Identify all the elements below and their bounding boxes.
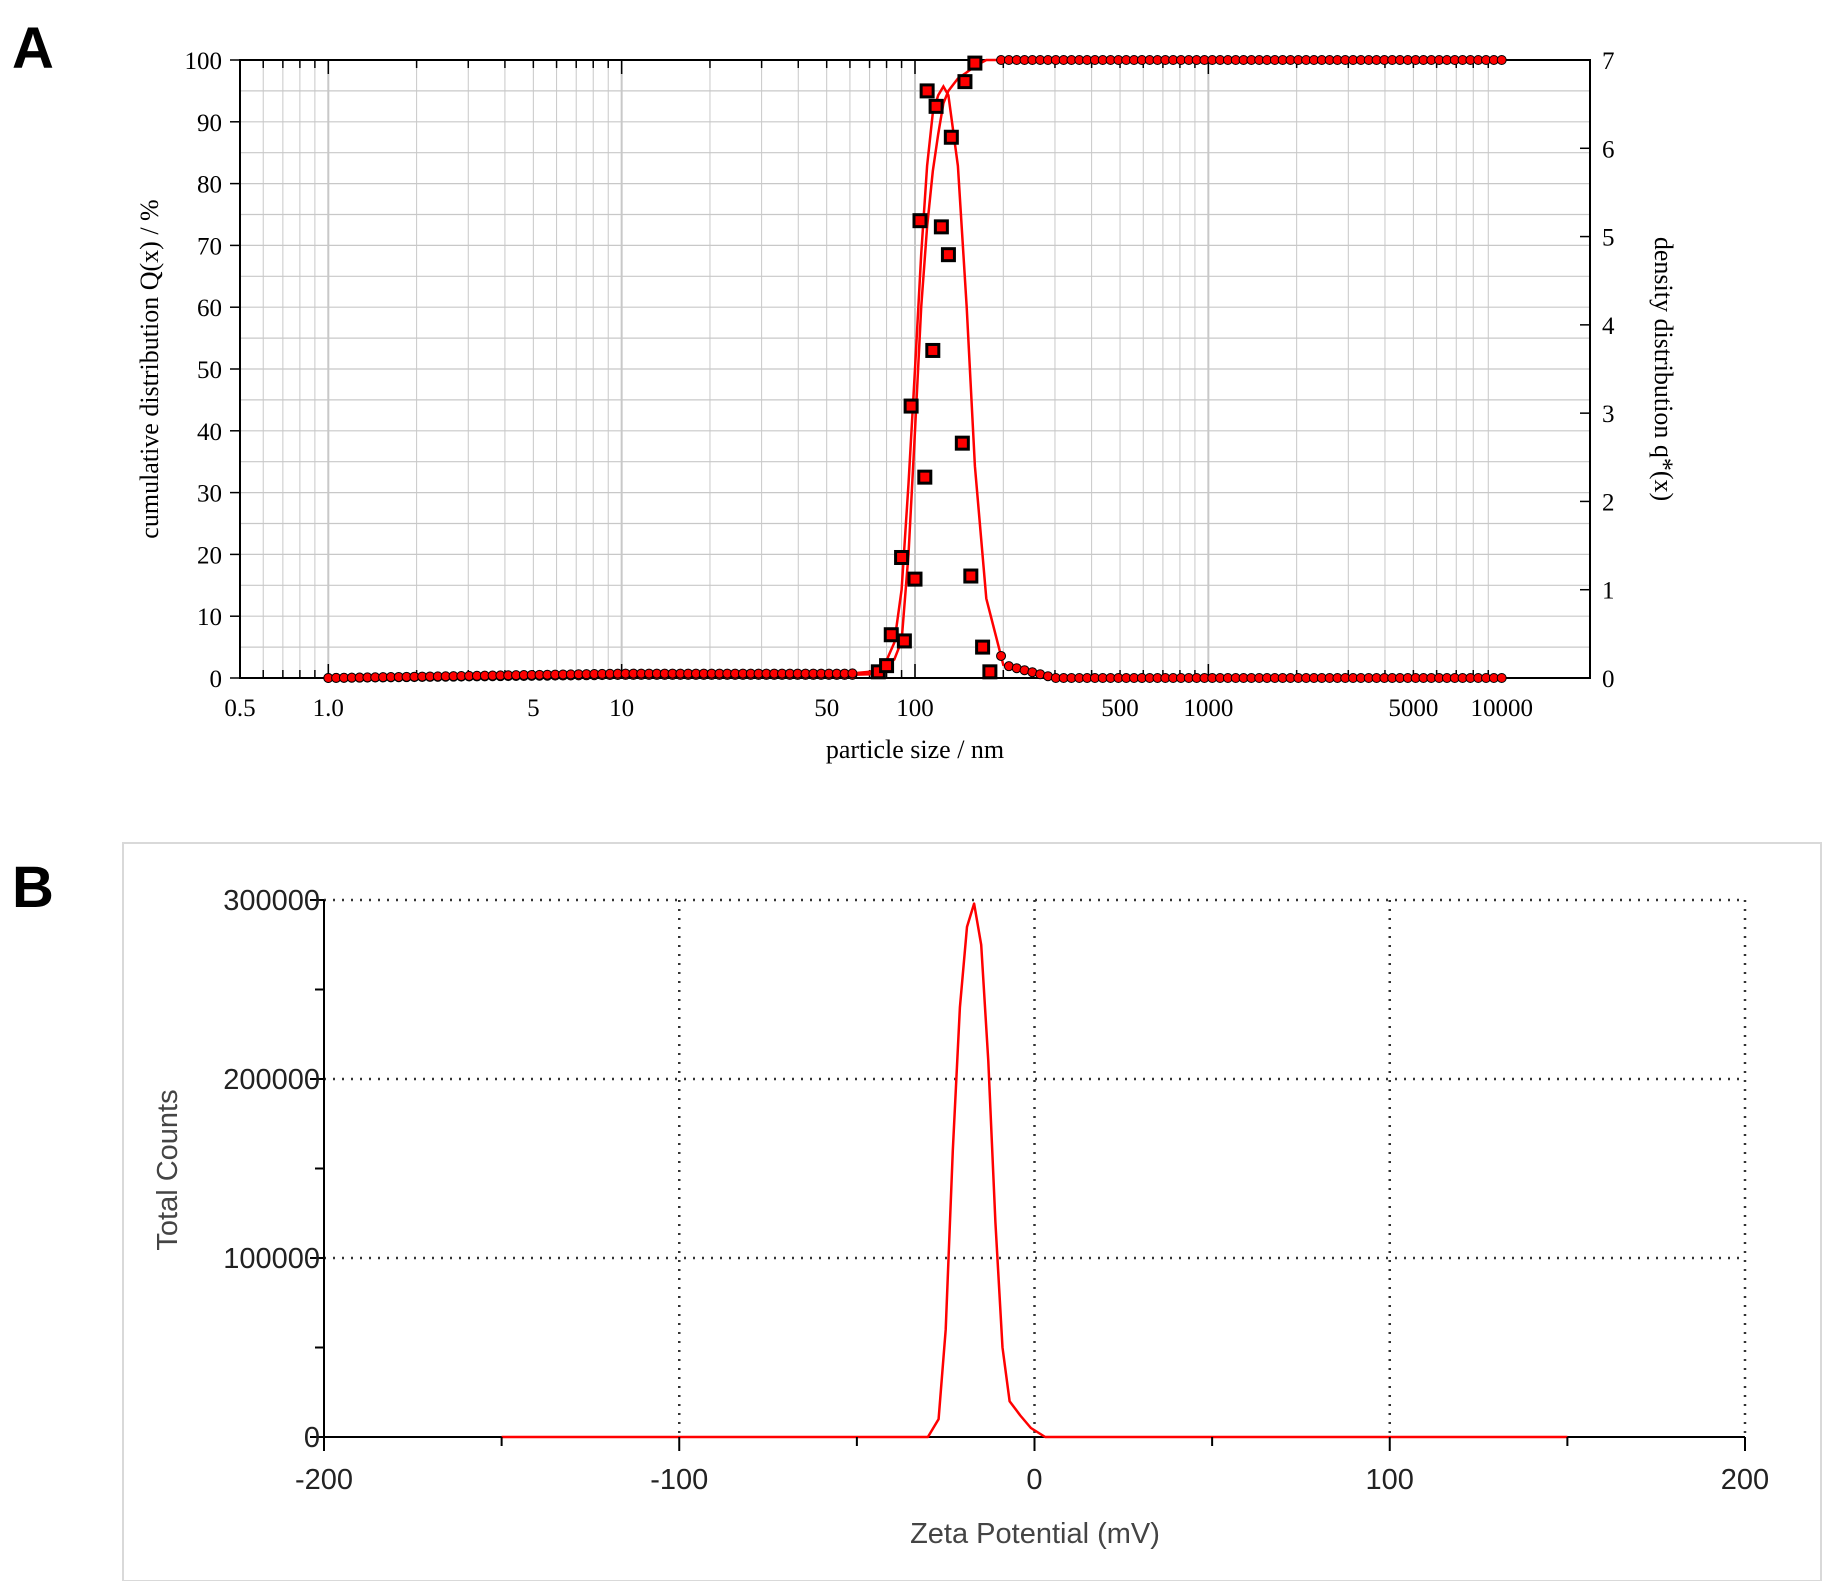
chart-a-y2-ticks: 0 1 2 3 4 5 6 7	[1580, 48, 1615, 693]
chart-b-x-tick-label: 200	[1721, 1464, 1769, 1496]
chart-a-data-marker	[963, 568, 979, 584]
chart-a-data-marker	[933, 219, 949, 235]
chart-a-data-marker	[912, 213, 928, 229]
chart-b-x-ticks: -200 -100 0 100 200	[295, 1437, 1769, 1496]
chart-a-data-marker	[907, 571, 923, 587]
panel-a-letter: A	[12, 16, 54, 81]
chart-a-data-marker	[982, 664, 998, 680]
chart-a-y-tick-label: 20	[197, 542, 222, 569]
chart-a-y2-tick-label: 3	[1602, 401, 1615, 428]
chart-a-data-marker	[943, 129, 959, 145]
chart-a-markers	[870, 55, 998, 680]
chart-a-y-tick-label: 100	[185, 48, 223, 75]
chart-a-cumulative-point	[1496, 55, 1507, 65]
chart-a-y-tick-label: 0	[210, 666, 223, 693]
chart-a-x-tick-label: 50	[814, 695, 839, 722]
chart-a-x-tick-label: 0.5	[224, 695, 255, 722]
chart-b-x-axis-label: Zeta Potential (mV)	[910, 1518, 1160, 1550]
chart-a-y-tick-label: 60	[197, 295, 222, 322]
chart-a-x-tick-label: 5000	[1388, 695, 1438, 722]
chart-b-y-axis-label: Total Counts	[152, 1089, 184, 1250]
chart-a-x-tick-label: 1.0	[313, 695, 344, 722]
chart-a-x-tick-label: 10000	[1470, 695, 1533, 722]
chart-a-data-marker	[917, 469, 933, 485]
chart-a-y2-axis-label: density distribution q*(x)	[1649, 237, 1678, 501]
chart-b-x-tick-label: 100	[1366, 1464, 1414, 1496]
chart-a-y-tick-label: 10	[197, 604, 222, 631]
chart-a-y2-tick-label: 2	[1602, 489, 1615, 516]
chart-b-y-tick-label: 100000	[223, 1243, 320, 1275]
chart-a-data-marker	[957, 74, 973, 90]
panel-b-letter: B	[12, 855, 54, 920]
chart-b-y-tick-label: 200000	[223, 1064, 320, 1096]
chart-b-y-tick-label: 0	[304, 1422, 320, 1454]
chart-a-data-marker	[896, 633, 912, 649]
chart-a-data-marker	[975, 639, 991, 655]
chart-a: 0.5 1.0 5 10 50 100 500 1000 5000 10000 010203040…	[135, 48, 1678, 764]
chart-b-y-ticks: 0 100000 200000 300000	[223, 885, 324, 1454]
chart-a-series	[323, 55, 1507, 683]
chart-b-series	[501, 902, 1568, 1439]
chart-b-x-tick-label: -100	[650, 1464, 708, 1496]
chart-a-y-tick-label: 50	[197, 357, 222, 384]
chart-a-x-axis-label: particle size / nm	[826, 735, 1004, 764]
chart-a-data-marker	[883, 627, 899, 643]
chart-b: -200 -100 0 100 200 0 100000 200000 300000 Zeta…	[152, 885, 1769, 1550]
chart-a-y-axis-label: cumulative distribution Q(x) / %	[135, 199, 164, 538]
chart-a-y2-tick-label: 7	[1602, 48, 1615, 75]
chart-a-y-tick-label: 80	[197, 172, 222, 199]
chart-a-y-tick-label: 30	[197, 481, 222, 508]
chart-a-density-point	[1496, 673, 1507, 683]
chart-a-data-marker	[967, 55, 983, 71]
chart-b-y-tick-label: 300000	[223, 885, 320, 917]
chart-a-y2-tick-label: 0	[1602, 666, 1615, 693]
chart-a-x-tick-label: 500	[1101, 695, 1139, 722]
chart-a-y2-tick-label: 4	[1602, 313, 1615, 340]
chart-b-x-tick-label: -200	[295, 1464, 353, 1496]
chart-a-density-point	[847, 668, 858, 679]
chart-a-y-ticks: 0 10 20 30 40 50 60 70 80 90 100	[185, 48, 240, 693]
chart-b-x-tick-label: 0	[1026, 1464, 1042, 1496]
chart-a-y2-tick-label: 6	[1602, 136, 1615, 163]
chart-a-x-tick-label: 10	[609, 695, 634, 722]
chart-a-data-marker	[879, 658, 895, 674]
chart-a-data-marker	[925, 342, 941, 358]
chart-a-x-tick-label: 1000	[1183, 695, 1233, 722]
chart-b-border	[122, 842, 1822, 1581]
chart-a-data-marker	[940, 247, 956, 263]
chart-a-x-tick-label: 5	[527, 695, 540, 722]
chart-b-zeta-line	[501, 902, 1568, 1439]
chart-a-x-ticks: 0.5 1.0 5 10 50 100 500 1000 5000 10000	[224, 695, 1533, 722]
chart-a-y2-tick-label: 1	[1602, 578, 1615, 605]
chart-a-y-tick-label: 70	[197, 233, 222, 260]
chart-a-y-tick-label: 40	[197, 419, 222, 446]
chart-a-data-marker	[919, 83, 935, 99]
chart-a-x-tick-label: 100	[896, 695, 934, 722]
chart-b-grid	[324, 898, 1747, 1437]
chart-a-y-tick-label: 90	[197, 110, 222, 137]
chart-a-data-marker	[894, 549, 910, 565]
chart-a-data-marker	[954, 435, 970, 451]
chart-a-y2-tick-label: 5	[1602, 225, 1615, 252]
chart-a-data-marker	[903, 398, 919, 414]
chart-a-data-marker	[928, 98, 944, 114]
chart-a-density-point	[996, 650, 1007, 661]
